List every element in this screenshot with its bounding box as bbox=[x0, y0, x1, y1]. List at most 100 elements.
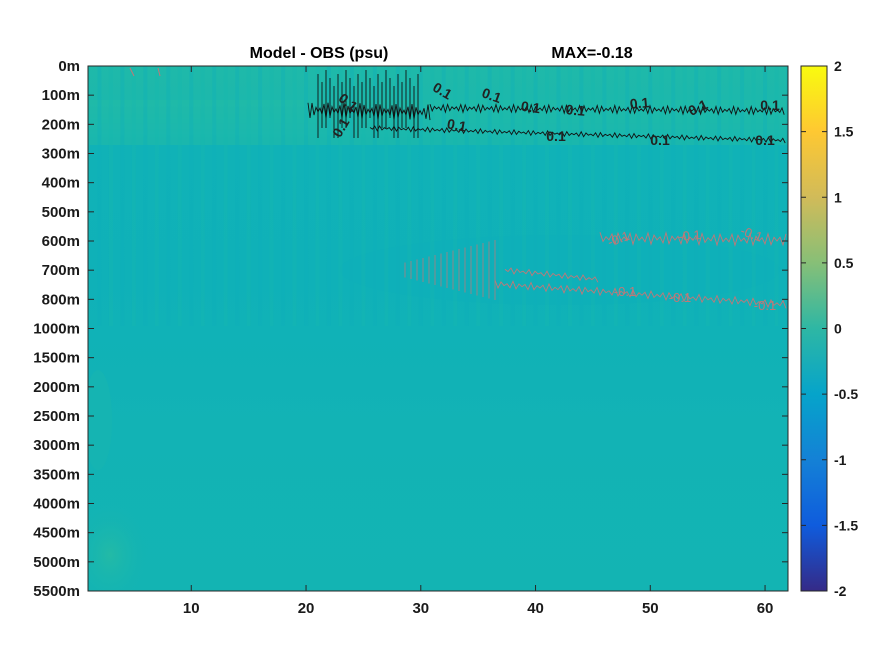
column-stripe bbox=[212, 66, 217, 326]
y-tick-label: 400m bbox=[42, 175, 80, 192]
negative-contour-label: -0.1 bbox=[605, 228, 631, 250]
column-stripe bbox=[441, 66, 446, 326]
column-stripe bbox=[235, 66, 240, 326]
column-stripe bbox=[613, 66, 618, 326]
column-stripe bbox=[143, 66, 148, 326]
colorbar-tick-label: 0 bbox=[834, 321, 842, 337]
column-stripe bbox=[120, 66, 125, 326]
column-stripe bbox=[774, 66, 779, 326]
column-stripe bbox=[522, 66, 527, 326]
column-stripe bbox=[625, 66, 630, 326]
column-stripe bbox=[740, 66, 745, 326]
column-stripe bbox=[372, 66, 377, 326]
colorbar-tick-label: 0.5 bbox=[834, 255, 854, 271]
column-stripe bbox=[533, 66, 538, 326]
column-stripe bbox=[705, 66, 710, 326]
colorbar-tick-label: -2 bbox=[834, 583, 847, 599]
column-stripe bbox=[258, 66, 263, 326]
negative-contour-label: -0.1 bbox=[669, 290, 691, 305]
negative-contour-middle bbox=[504, 267, 599, 283]
column-stripe bbox=[131, 66, 136, 326]
column-stripe bbox=[487, 66, 492, 326]
column-stripe bbox=[590, 66, 595, 326]
x-tick-label: 60 bbox=[757, 600, 774, 617]
contour-layer: 0.1 0.1 0.1 0.1 0.10.10.1 0.1 0.10.10.10.10.1-… bbox=[129, 67, 787, 313]
y-tick-label: 700m bbox=[42, 262, 80, 279]
column-stripe bbox=[464, 66, 469, 326]
positive-contour-label: 0.1 bbox=[686, 96, 711, 119]
y-tick-label: 500m bbox=[42, 204, 80, 221]
positive-contour-label: 0.1 bbox=[565, 101, 586, 119]
negative-contour-label: -0.1 bbox=[754, 298, 776, 313]
column-stripe bbox=[407, 66, 412, 326]
y-tick-label: 600m bbox=[42, 233, 80, 250]
colorbar-tick-label: 1 bbox=[834, 189, 842, 205]
plot-area: 0.1 0.1 0.1 0.1 0.10.10.1 0.1 0.10.10.10.10.1-… bbox=[88, 66, 788, 591]
column-stripe bbox=[108, 66, 113, 326]
y-tick-label: 100m bbox=[42, 87, 80, 104]
column-stripe bbox=[189, 66, 194, 326]
column-stripe bbox=[246, 66, 251, 326]
column-stripe bbox=[636, 66, 641, 326]
column-stripe bbox=[545, 66, 550, 326]
column-stripe bbox=[751, 66, 756, 326]
column-stripe bbox=[659, 66, 664, 326]
column-stripe bbox=[200, 66, 205, 326]
column-stripe bbox=[349, 66, 354, 326]
y-tick-label: 300m bbox=[42, 146, 80, 163]
negative-contour-surface bbox=[129, 67, 161, 77]
colorbar-tick-label: -1 bbox=[834, 452, 847, 468]
heatmap-field bbox=[88, 66, 788, 591]
colorbar-tick-label: -1.5 bbox=[834, 517, 858, 533]
column-stripe bbox=[567, 66, 572, 326]
column-stripe bbox=[154, 66, 159, 326]
column-stripe bbox=[579, 66, 584, 326]
column-stripe bbox=[97, 66, 102, 326]
y-axis: 0m 100m 200m 300m 400m 500m 600m 700m 800m 1000m 1… bbox=[33, 58, 788, 600]
x-tick-label: 50 bbox=[642, 600, 659, 617]
x-tick-label: 20 bbox=[298, 600, 315, 617]
column-stripe bbox=[269, 66, 274, 326]
positive-contour-label: 0.1 bbox=[650, 132, 670, 148]
positive-contour-label: 0.1 bbox=[480, 84, 504, 106]
y-tick-label: 3500m bbox=[33, 466, 80, 483]
positive-contour-label: 0.1 bbox=[520, 98, 542, 117]
colorbar-ticks: 2 1.5 1 0.5 0 -0.5 -1 -1.5 -2 bbox=[801, 58, 858, 599]
column-stripe bbox=[177, 66, 182, 326]
column-stripe bbox=[763, 66, 768, 326]
y-tick-label: 1500m bbox=[33, 350, 80, 367]
y-tick-label: 4000m bbox=[33, 496, 80, 513]
positive-contour-label: 0.1 bbox=[446, 116, 468, 135]
column-stripe bbox=[671, 66, 676, 326]
column-stripe bbox=[476, 66, 481, 326]
negative-contour-label: -0.1 bbox=[614, 284, 636, 299]
y-tick-label: 5000m bbox=[33, 554, 80, 571]
column-stripe bbox=[292, 66, 297, 326]
y-tick-label: 2000m bbox=[33, 379, 80, 396]
x-axis: 10 20 30 40 50 60 bbox=[183, 66, 773, 617]
y-tick-label: 3000m bbox=[33, 437, 80, 454]
column-stripe bbox=[384, 66, 389, 326]
column-stripe bbox=[430, 66, 435, 326]
negative-contour-label: -0.1 bbox=[678, 227, 702, 244]
column-stripe bbox=[281, 66, 286, 326]
column-stripe bbox=[510, 66, 515, 326]
positive-contour-label: 0.1 bbox=[629, 94, 650, 112]
colorbar-tick-label: -0.5 bbox=[834, 386, 858, 402]
x-tick-label: 10 bbox=[183, 600, 200, 617]
positive-contour-lower bbox=[369, 125, 786, 144]
y-tick-label: 5500m bbox=[33, 583, 80, 600]
x-tick-label: 30 bbox=[412, 600, 429, 617]
y-tick-label: 4500m bbox=[33, 525, 80, 542]
column-stripe bbox=[361, 66, 366, 326]
y-tick-label: 800m bbox=[42, 291, 80, 308]
y-tick-label: 2500m bbox=[33, 408, 80, 425]
positive-contour-label: 0.1 bbox=[755, 132, 775, 148]
column-stripe bbox=[326, 66, 331, 326]
column-stripe bbox=[786, 66, 788, 326]
positive-contour-upper bbox=[429, 103, 785, 116]
column-stripe bbox=[499, 66, 504, 326]
x-tick-label: 40 bbox=[527, 600, 544, 617]
deep-anomaly bbox=[88, 500, 150, 591]
column-stripe bbox=[694, 66, 699, 326]
